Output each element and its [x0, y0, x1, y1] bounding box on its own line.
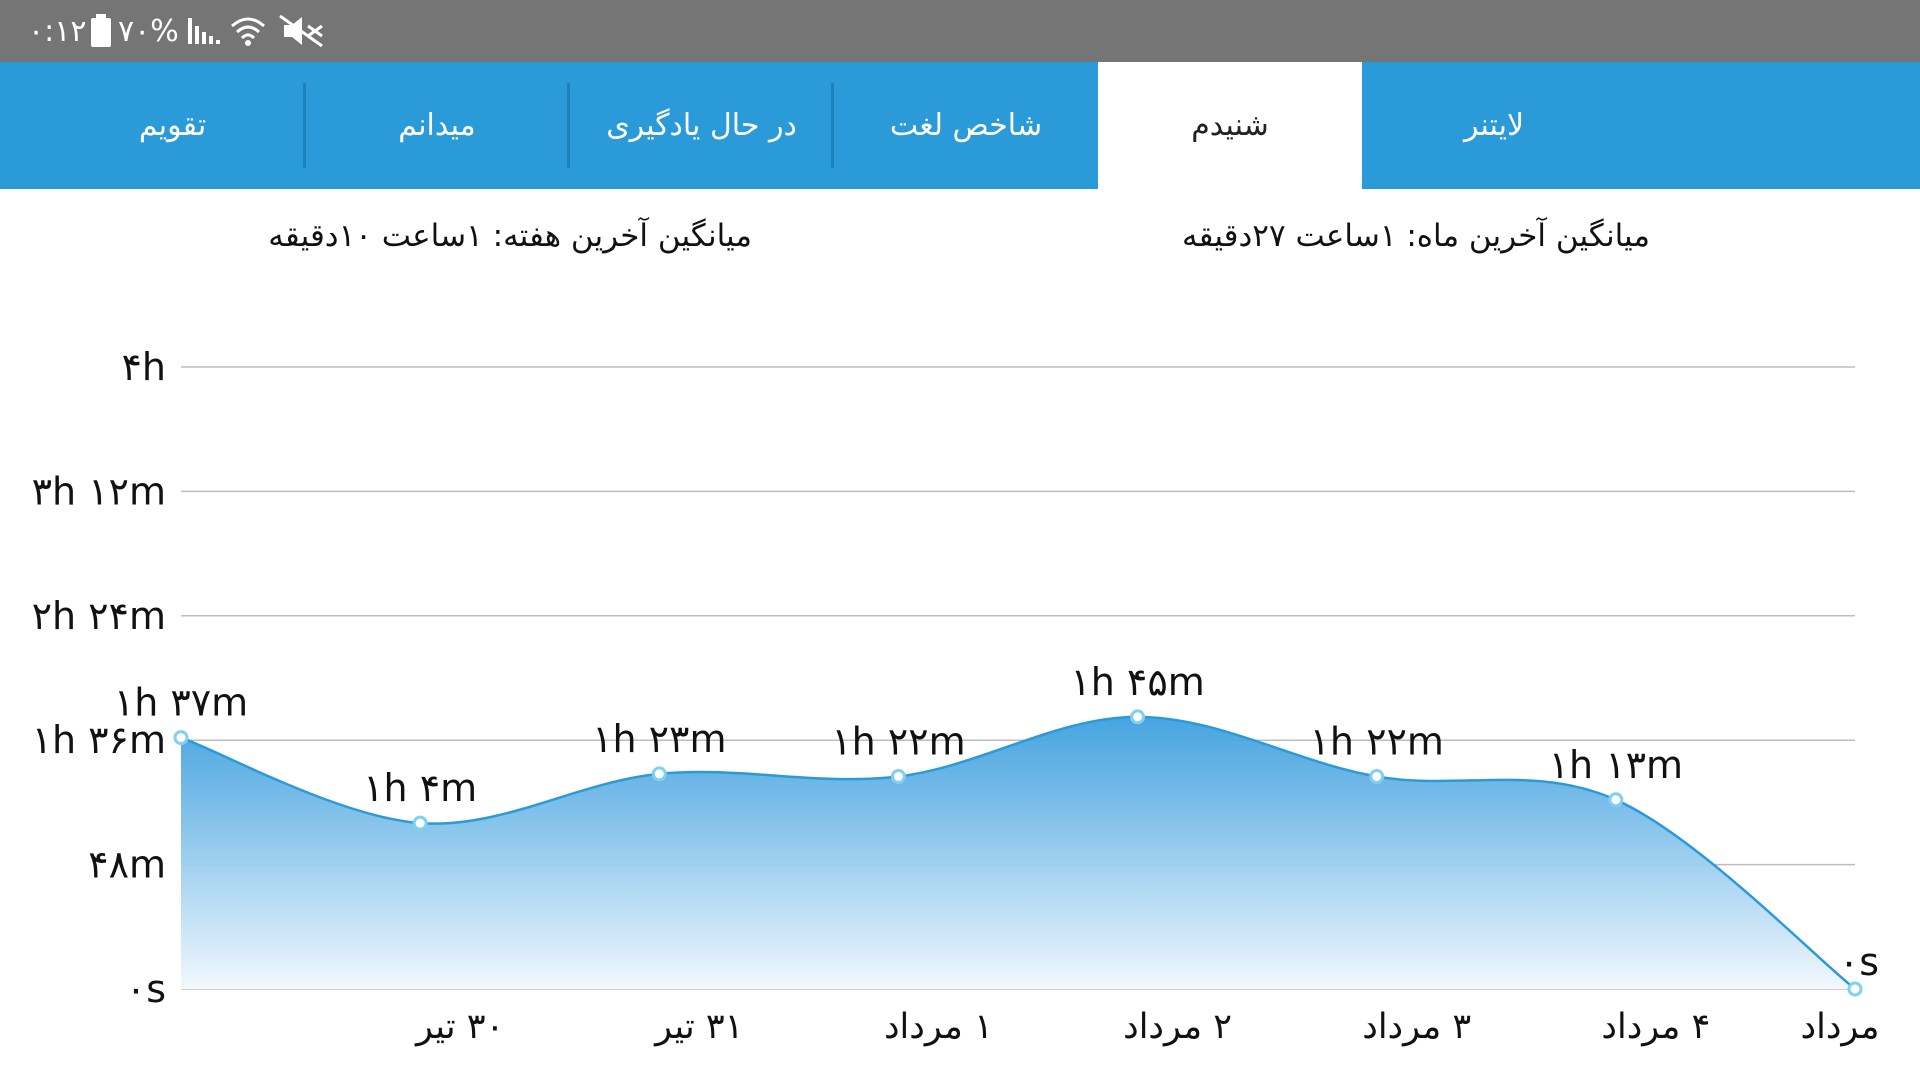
data-point — [412, 815, 428, 831]
y-tick-label: ۰s — [126, 967, 166, 1011]
data-label: ۱h ۴m — [363, 766, 477, 810]
data-point — [1847, 981, 1863, 997]
tab-learning[interactable]: در حال یادگیری — [606, 108, 797, 143]
data-label: ۱h ۴۵m — [1070, 660, 1204, 704]
clock: ۰:۱۲ — [28, 13, 87, 49]
tab-bar: لایتنر شنیدم شاخص لغت در حال یادگیری مید… — [0, 62, 1920, 189]
data-point — [651, 766, 667, 782]
tab-calendar[interactable]: تقویم — [138, 108, 207, 143]
x-tick-label: ۴ مرداد — [1601, 1007, 1710, 1047]
series-line — [180, 715, 1856, 990]
x-tick-label: ۳۰ تیر — [414, 1007, 504, 1047]
data-label: ۰s — [1839, 940, 1879, 984]
battery-icon — [90, 0, 112, 62]
data-label: ۱h ۲۲m — [831, 719, 965, 763]
wifi-icon — [230, 0, 266, 62]
status-bar: ۰:۱۲ ۷۰% — [0, 0, 1920, 62]
chart-area — [173, 709, 1863, 997]
y-tick-label: ۴۸m — [88, 843, 166, 887]
tab-divider — [567, 83, 570, 168]
x-tick-label: ۲ مرداد — [1123, 1007, 1232, 1047]
month-average: میانگین آخرین ماه: ۱ساعت ۲۷دقیقه — [1182, 218, 1650, 254]
data-label: ۱h ۲۲m — [1310, 719, 1444, 763]
mute-icon — [278, 0, 326, 62]
y-tick-label: ۳h ۱۲m — [32, 469, 166, 513]
tab-word-index[interactable]: شاخص لغت — [889, 108, 1043, 143]
x-tick-label: ۳۱ تیر — [653, 1007, 743, 1047]
tab-divider — [303, 83, 306, 168]
week-average: میانگین آخرین هفته: ۱ساعت ۱۰دقیقه — [268, 218, 752, 254]
x-tick-label: ۳ مرداد — [1362, 1007, 1471, 1047]
x-tick-label: مرداد — [1801, 1007, 1880, 1047]
y-tick-label: ۲h ۲۴m — [32, 594, 166, 638]
data-label: ۱h ۲۳m — [592, 717, 726, 761]
y-tick-label: ۴h — [122, 345, 167, 389]
area-fill — [181, 716, 1855, 989]
signal-icon — [188, 0, 222, 62]
x-tick-label: ۱ مرداد — [884, 1007, 993, 1047]
data-point — [173, 730, 189, 746]
data-point — [1608, 792, 1624, 808]
tab-divider — [831, 83, 834, 168]
tab-known[interactable]: میدانم — [398, 108, 476, 143]
data-point — [1130, 709, 1146, 725]
data-point — [1369, 768, 1385, 784]
tab-leitner[interactable]: لایتنر — [1463, 108, 1525, 143]
data-point — [890, 768, 906, 784]
y-tick-label: ۱h ۳۶m — [32, 718, 166, 762]
data-label: ۱h ۱۳m — [1549, 743, 1683, 787]
battery-percent: ۷۰% — [118, 13, 179, 49]
chart-labels: ۰s ۴۸m ۱h ۳۶m ۲h ۲۴m ۳h ۱۲m ۴h ۱h ۳۷m ۱h ۴m ۳۰ ت… — [32, 345, 1880, 1047]
tab-heard[interactable]: شنیدم — [1098, 62, 1362, 189]
data-label: ۱h ۳۷m — [114, 681, 248, 725]
